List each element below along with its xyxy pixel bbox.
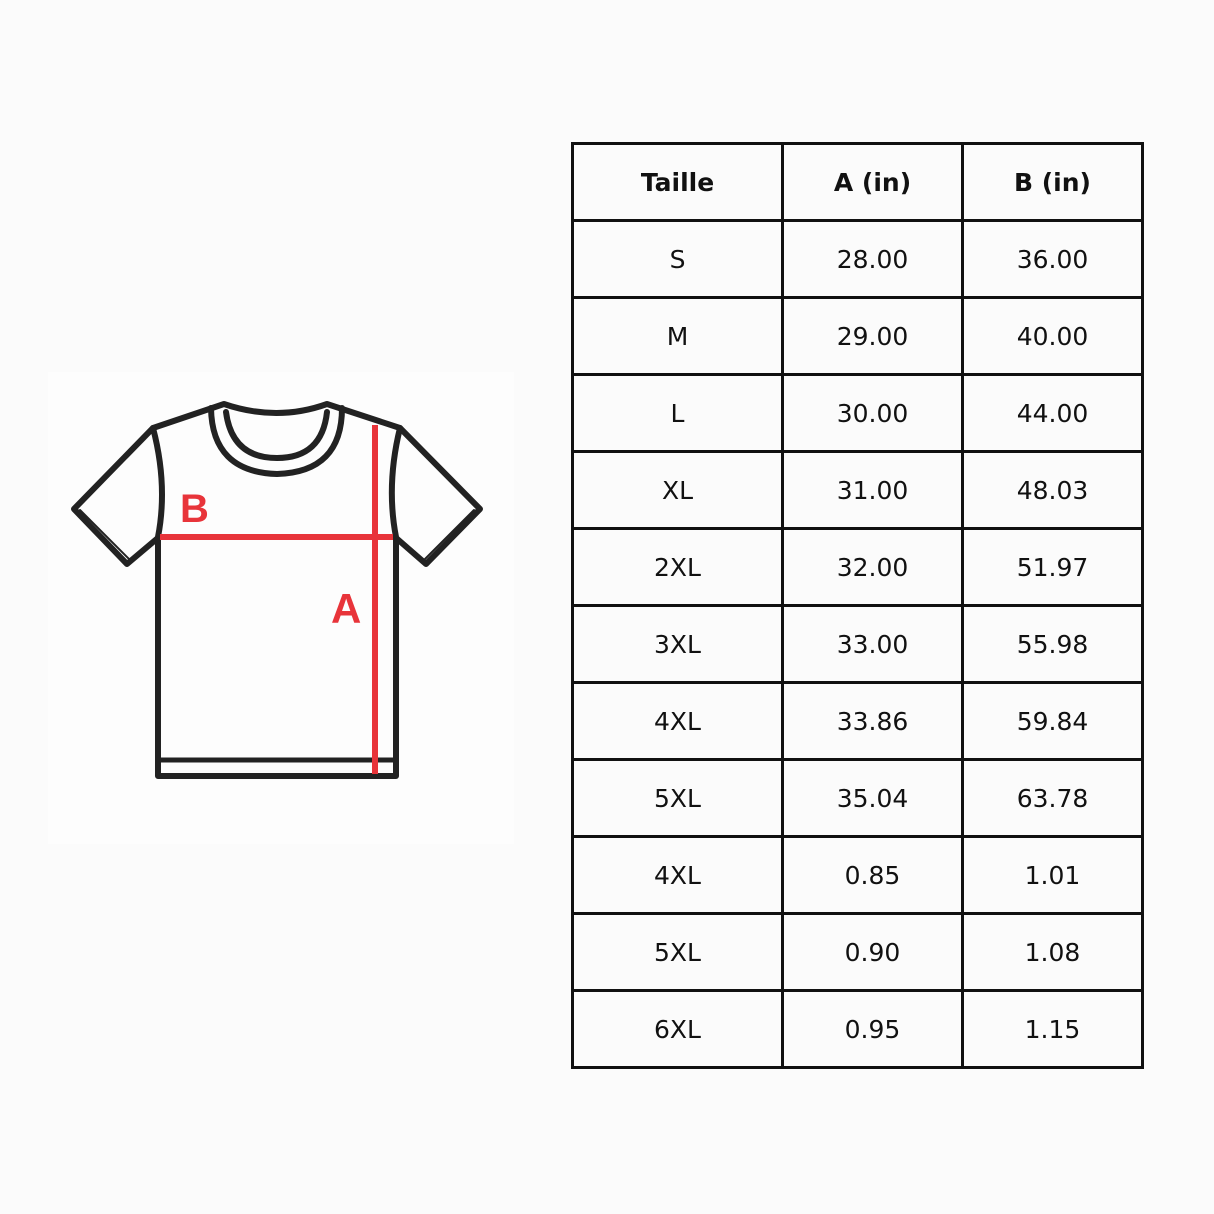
cell-size: 3XL	[571, 604, 784, 684]
cell-size: 2XL	[571, 527, 784, 607]
cell-a: 35.04	[781, 758, 964, 838]
cell-b: 51.97	[961, 527, 1144, 607]
header-a: A (in)	[781, 142, 964, 222]
cell-b: 36.00	[961, 219, 1144, 299]
cell-a: 0.95	[781, 989, 964, 1069]
cell-a: 28.00	[781, 219, 964, 299]
cell-a: 32.00	[781, 527, 964, 607]
table-header-row: Taille A (in) B (in)	[571, 142, 1144, 222]
table-row: 4XL 33.86 59.84	[571, 681, 1144, 761]
tshirt-outline	[71, 401, 483, 779]
cell-b: 55.98	[961, 604, 1144, 684]
cell-size: M	[571, 296, 784, 376]
cell-a: 0.90	[781, 912, 964, 992]
cell-b: 1.01	[961, 835, 1144, 915]
cell-size: 5XL	[571, 758, 784, 838]
table-row: 5XL 35.04 63.78	[571, 758, 1144, 838]
tshirt-illustration	[48, 372, 514, 844]
table-row: 6XL 0.95 1.15	[571, 989, 1144, 1069]
cell-size: L	[571, 373, 784, 453]
table-row: S 28.00 36.00	[571, 219, 1144, 299]
cell-b: 1.15	[961, 989, 1144, 1069]
header-size: Taille	[571, 142, 784, 222]
cell-a: 33.86	[781, 681, 964, 761]
cell-a: 0.85	[781, 835, 964, 915]
cell-a: 30.00	[781, 373, 964, 453]
cell-b: 59.84	[961, 681, 1144, 761]
cell-b: 48.03	[961, 450, 1144, 530]
table-row: 3XL 33.00 55.98	[571, 604, 1144, 684]
cell-a: 33.00	[781, 604, 964, 684]
cell-b: 1.08	[961, 912, 1144, 992]
cell-size: 4XL	[571, 681, 784, 761]
table-row: M 29.00 40.00	[571, 296, 1144, 376]
cell-a: 31.00	[781, 450, 964, 530]
size-chart-table: Taille A (in) B (in) S 28.00 36.00 M 29.00 40…	[571, 142, 1144, 1069]
cell-size: 5XL	[571, 912, 784, 992]
table-row: L 30.00 44.00	[571, 373, 1144, 453]
cell-b: 63.78	[961, 758, 1144, 838]
cell-size: 6XL	[571, 989, 784, 1069]
table-row: 2XL 32.00 51.97	[571, 527, 1144, 607]
table-row: 4XL 0.85 1.01	[571, 835, 1144, 915]
table-row: 5XL 0.90 1.08	[571, 912, 1144, 992]
cell-size: XL	[571, 450, 784, 530]
table-row: XL 31.00 48.03	[571, 450, 1144, 530]
label-a: A	[331, 585, 361, 632]
cell-size: 4XL	[571, 835, 784, 915]
cell-b: 44.00	[961, 373, 1144, 453]
label-b: B	[180, 487, 209, 531]
cell-a: 29.00	[781, 296, 964, 376]
header-b: B (in)	[961, 142, 1144, 222]
cell-b: 40.00	[961, 296, 1144, 376]
cell-size: S	[571, 219, 784, 299]
